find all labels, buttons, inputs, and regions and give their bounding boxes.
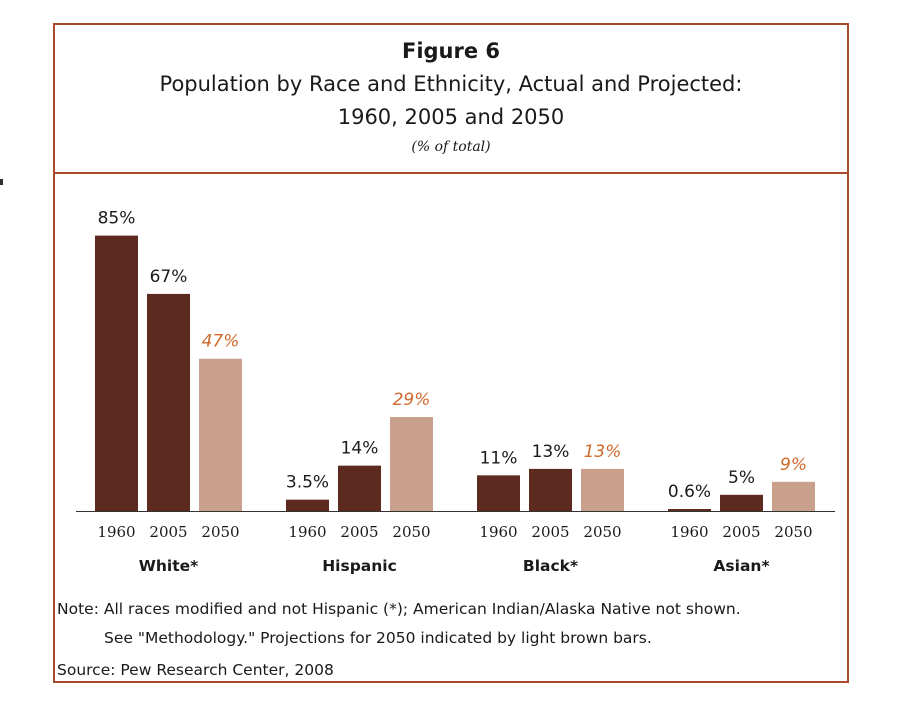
bar-hispanic-2050 [390, 417, 433, 511]
figure-label: Figure 6 [401, 39, 501, 63]
bar-white-2005 [147, 293, 190, 511]
tick-label-year: 2005 [531, 523, 569, 541]
figure-unit: (% of total) [411, 139, 491, 155]
data-label: 13% [584, 442, 622, 462]
bar-black-2005 [529, 468, 572, 511]
figure-frame: Figure 6 Population by Race and Ethnicit… [53, 23, 849, 683]
source-note: Source: Pew Research Center, 2008 [57, 661, 334, 679]
data-label: 14% [341, 439, 379, 459]
data-label: 47% [202, 332, 240, 352]
bar-white-2050 [199, 358, 242, 511]
tick-label-year: 1960 [288, 523, 326, 541]
tick-label-year: 2050 [392, 523, 430, 541]
category-label: Hispanic [322, 557, 397, 575]
bar-black-1960 [477, 475, 520, 511]
data-label: 13% [532, 442, 570, 462]
tick-label-year: 2005 [149, 523, 187, 541]
tick-label-year: 2005 [340, 523, 378, 541]
data-label: 9% [780, 455, 807, 475]
tick-label-year: 1960 [479, 523, 517, 541]
bar-asian-1960 [668, 509, 711, 511]
data-label: 29% [393, 390, 431, 410]
footnote-line-2: See "Methodology." Projections for 2050 … [104, 629, 652, 647]
bar-white-1960 [95, 235, 138, 511]
tick-label-year: 1960 [97, 523, 135, 541]
tick-label-year: 2050 [774, 523, 812, 541]
bar-hispanic-2005 [338, 465, 381, 511]
bar-asian-2005 [720, 494, 763, 511]
footnote-line-1: Note: All races modified and not Hispani… [57, 600, 741, 618]
bar-asian-2050 [772, 481, 815, 511]
data-label: 3.5% [286, 473, 329, 493]
figure-title-years: 1960, 2005 and 2050 [337, 105, 565, 129]
bar-hispanic-1960 [286, 499, 329, 511]
bar-black-2050 [581, 468, 624, 511]
category-label: Black* [523, 557, 578, 575]
category-label: White* [139, 557, 198, 575]
tick-label-year: 1960 [670, 523, 708, 541]
data-label: 67% [150, 267, 188, 287]
tick-label-year: 2050 [583, 523, 621, 541]
data-label: 11% [480, 448, 518, 468]
category-label: Asian* [713, 557, 769, 575]
tick-label-year: 2050 [201, 523, 239, 541]
tick-label-year: 2005 [722, 523, 760, 541]
stray-mark [0, 179, 3, 185]
data-label: 5% [728, 468, 755, 488]
data-label: 0.6% [668, 482, 711, 502]
figure-title: Population by Race and Ethnicity, Actual… [159, 72, 743, 96]
figure-header: Figure 6 Population by Race and Ethnicit… [55, 25, 847, 174]
data-label: 85% [98, 209, 136, 229]
